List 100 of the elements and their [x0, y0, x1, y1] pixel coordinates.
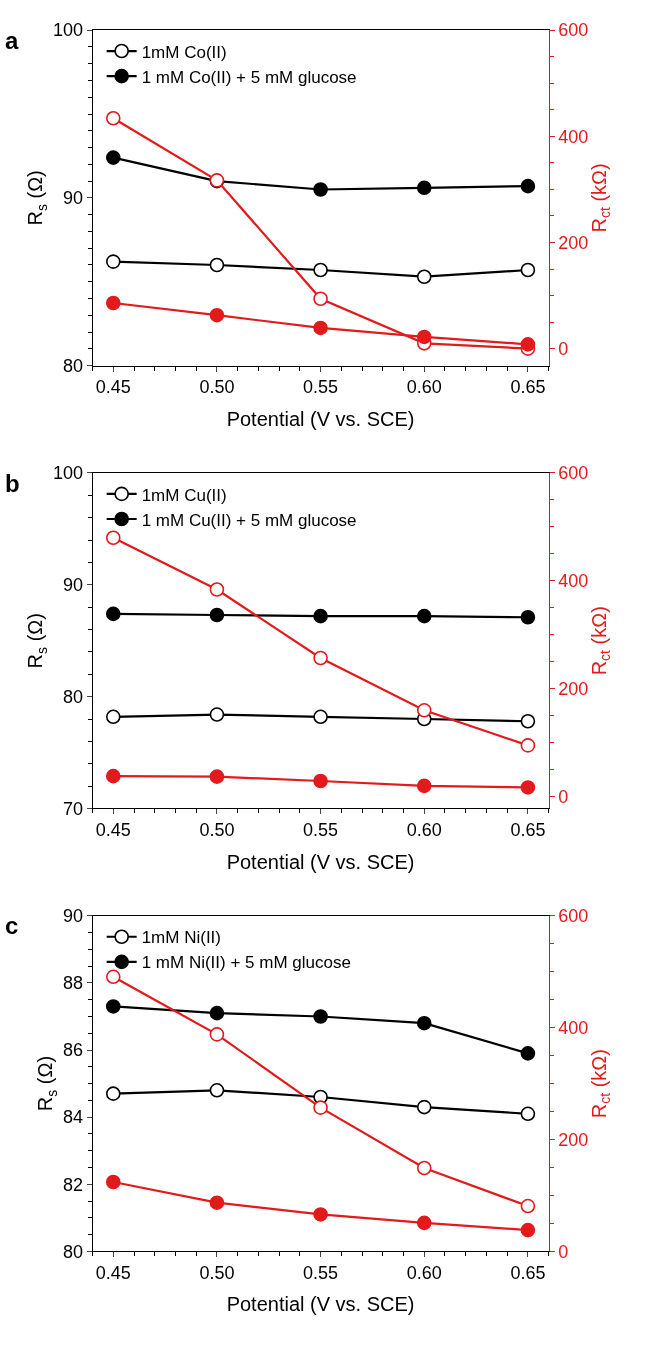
point [313, 773, 328, 789]
x-tick-label: 0.65 [510, 820, 546, 841]
y2-tick-label: 0 [558, 1241, 569, 1262]
point [416, 1099, 432, 1115]
legend-label: 1 mM Co(II) + 5 mM glucose [141, 67, 357, 87]
x-tick-label: 0.55 [303, 1262, 339, 1283]
x-tick-label: 0.45 [95, 820, 131, 841]
point [105, 709, 121, 725]
point [520, 1198, 536, 1214]
y2-tick-label: 400 [558, 1017, 589, 1038]
x-tick-label: 0.50 [199, 1262, 235, 1283]
legend-label: 1 mM Cu(II) + 5 mM glucose [141, 510, 357, 530]
point [209, 607, 225, 623]
point [313, 262, 328, 278]
point [313, 320, 328, 336]
y2-tick-label: 600 [558, 463, 589, 484]
point [209, 1083, 225, 1098]
y-tick-label: 84 [62, 1107, 83, 1128]
point [520, 1222, 536, 1238]
point [209, 707, 225, 722]
point [520, 178, 536, 194]
chart-title: c [5, 912, 19, 939]
legend-label: 1mM Ni(II) [141, 928, 221, 948]
legend-label: 1mM Cu(II) [141, 485, 227, 505]
point [416, 180, 432, 196]
point [209, 769, 225, 784]
y-tick-label: 80 [62, 686, 83, 707]
point [520, 609, 536, 625]
y2-tick-label: 200 [558, 1129, 589, 1150]
x-tick-label: 0.65 [510, 1262, 546, 1283]
point [209, 1195, 225, 1210]
point [313, 1009, 328, 1024]
point [105, 606, 121, 622]
point [313, 291, 328, 307]
point [105, 1086, 121, 1101]
x-tick-label: 0.55 [303, 377, 339, 398]
chart-title: b [5, 470, 20, 497]
y-tick-label: 88 [62, 973, 83, 994]
y-tick-label: 70 [62, 798, 83, 819]
legend-label: 1mM Co(II) [141, 42, 227, 62]
point [416, 1015, 432, 1031]
point [105, 110, 121, 126]
y2-tick-label: 200 [558, 679, 589, 700]
point [105, 999, 121, 1014]
y-tick-label: 80 [62, 355, 83, 376]
x-tick-label: 0.60 [406, 377, 442, 398]
x-tick-label: 0.50 [199, 820, 235, 841]
point [105, 969, 121, 985]
point [313, 182, 328, 197]
y-tick-label: 80 [62, 1241, 83, 1262]
point [105, 254, 121, 269]
y-tick-label: 90 [62, 575, 83, 596]
point [520, 1046, 536, 1061]
y2-tick-label: 400 [558, 571, 589, 592]
point [416, 269, 432, 285]
point [416, 1215, 432, 1231]
point [313, 650, 328, 666]
point [105, 530, 121, 546]
point [313, 608, 328, 624]
point [105, 768, 121, 784]
y-tick-label: 100 [52, 463, 83, 484]
point [520, 1106, 536, 1122]
point [520, 780, 536, 795]
x-tick-label: 0.60 [406, 1262, 442, 1283]
point [313, 709, 328, 725]
x-axis-title: Potential (V vs. SCE) [226, 407, 415, 430]
x-tick-label: 0.45 [95, 1262, 131, 1283]
x-tick-label: 0.60 [406, 820, 442, 841]
point [520, 738, 536, 753]
point [520, 713, 536, 729]
x-axis-title: Potential (V vs. SCE) [226, 850, 415, 873]
legend-label: 1 mM Ni(II) + 5 mM glucose [141, 953, 351, 973]
point [209, 582, 225, 597]
y2-tick-label: 0 [558, 338, 569, 359]
y-tick-label: 82 [62, 1174, 83, 1195]
point [105, 150, 121, 165]
point [520, 262, 536, 278]
point [520, 337, 536, 352]
point [313, 1207, 328, 1222]
y-tick-label: 90 [62, 906, 83, 927]
point [209, 1005, 225, 1021]
y2-tick-label: 0 [558, 786, 569, 807]
chart-title: a [5, 27, 19, 54]
y-tick-label: 90 [62, 188, 83, 209]
x-tick-label: 0.45 [95, 377, 131, 398]
y-tick-label: 86 [62, 1040, 83, 1061]
x-tick-label: 0.65 [510, 377, 546, 398]
y-tick-label: 100 [52, 20, 83, 41]
point [209, 1027, 225, 1042]
point [209, 307, 225, 323]
point [416, 703, 432, 718]
y2-tick-label: 600 [558, 906, 589, 927]
point [209, 257, 225, 273]
point [416, 608, 432, 624]
point [105, 1174, 121, 1190]
point [416, 1160, 432, 1176]
point [416, 778, 432, 794]
x-tick-label: 0.50 [199, 377, 235, 398]
point [313, 1100, 328, 1115]
y2-tick-label: 400 [558, 126, 589, 147]
